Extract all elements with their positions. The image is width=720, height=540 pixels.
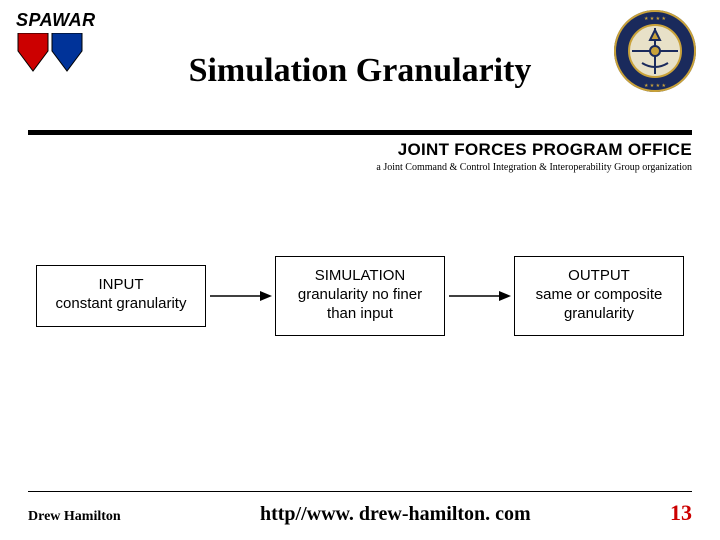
flow-node-body: granularity no finer than input xyxy=(284,286,436,324)
header: SPAWAR Simulation Granularity ★ ★ ★ ★ ★ … xyxy=(0,0,720,138)
flow-node-title: OUTPUT xyxy=(523,267,675,286)
spawar-wordmark: SPAWAR xyxy=(16,10,96,30)
flow-node-output: OUTPUT same or composite granularity xyxy=(514,256,684,336)
subheading: JOINT FORCES PROGRAM OFFICE a Joint Comm… xyxy=(376,140,692,173)
subhead-line1: JOINT FORCES PROGRAM OFFICE xyxy=(376,140,692,160)
flow-node-title: SIMULATION xyxy=(284,267,436,286)
flow-arrow-icon xyxy=(210,286,272,306)
footer-page-number: 13 xyxy=(670,500,692,526)
footer-author: Drew Hamilton xyxy=(28,509,121,525)
footer: Drew Hamilton http//www. drew-hamilton. … xyxy=(28,500,692,526)
joint-forces-seal-icon: ★ ★ ★ ★ ★ ★ ★ ★ xyxy=(612,8,698,94)
divider-top xyxy=(28,130,692,135)
subhead-line2: a Joint Command & Control Integration & … xyxy=(376,162,692,173)
svg-text:★ ★ ★ ★: ★ ★ ★ ★ xyxy=(644,83,667,89)
flow-arrow-icon xyxy=(449,286,511,306)
flow-node-body: constant granularity xyxy=(45,295,197,314)
divider-bottom xyxy=(28,491,692,492)
flowchart: INPUT constant granularity SIMULATION gr… xyxy=(36,256,684,336)
flow-node-body: same or composite granularity xyxy=(523,286,675,324)
svg-text:★ ★ ★ ★: ★ ★ ★ ★ xyxy=(644,16,667,22)
footer-url: http//www. drew-hamilton. com xyxy=(260,503,531,526)
flow-node-simulation: SIMULATION granularity no finer than inp… xyxy=(275,256,445,336)
flow-node-input: INPUT constant granularity xyxy=(36,265,206,327)
flow-node-title: INPUT xyxy=(45,276,197,295)
